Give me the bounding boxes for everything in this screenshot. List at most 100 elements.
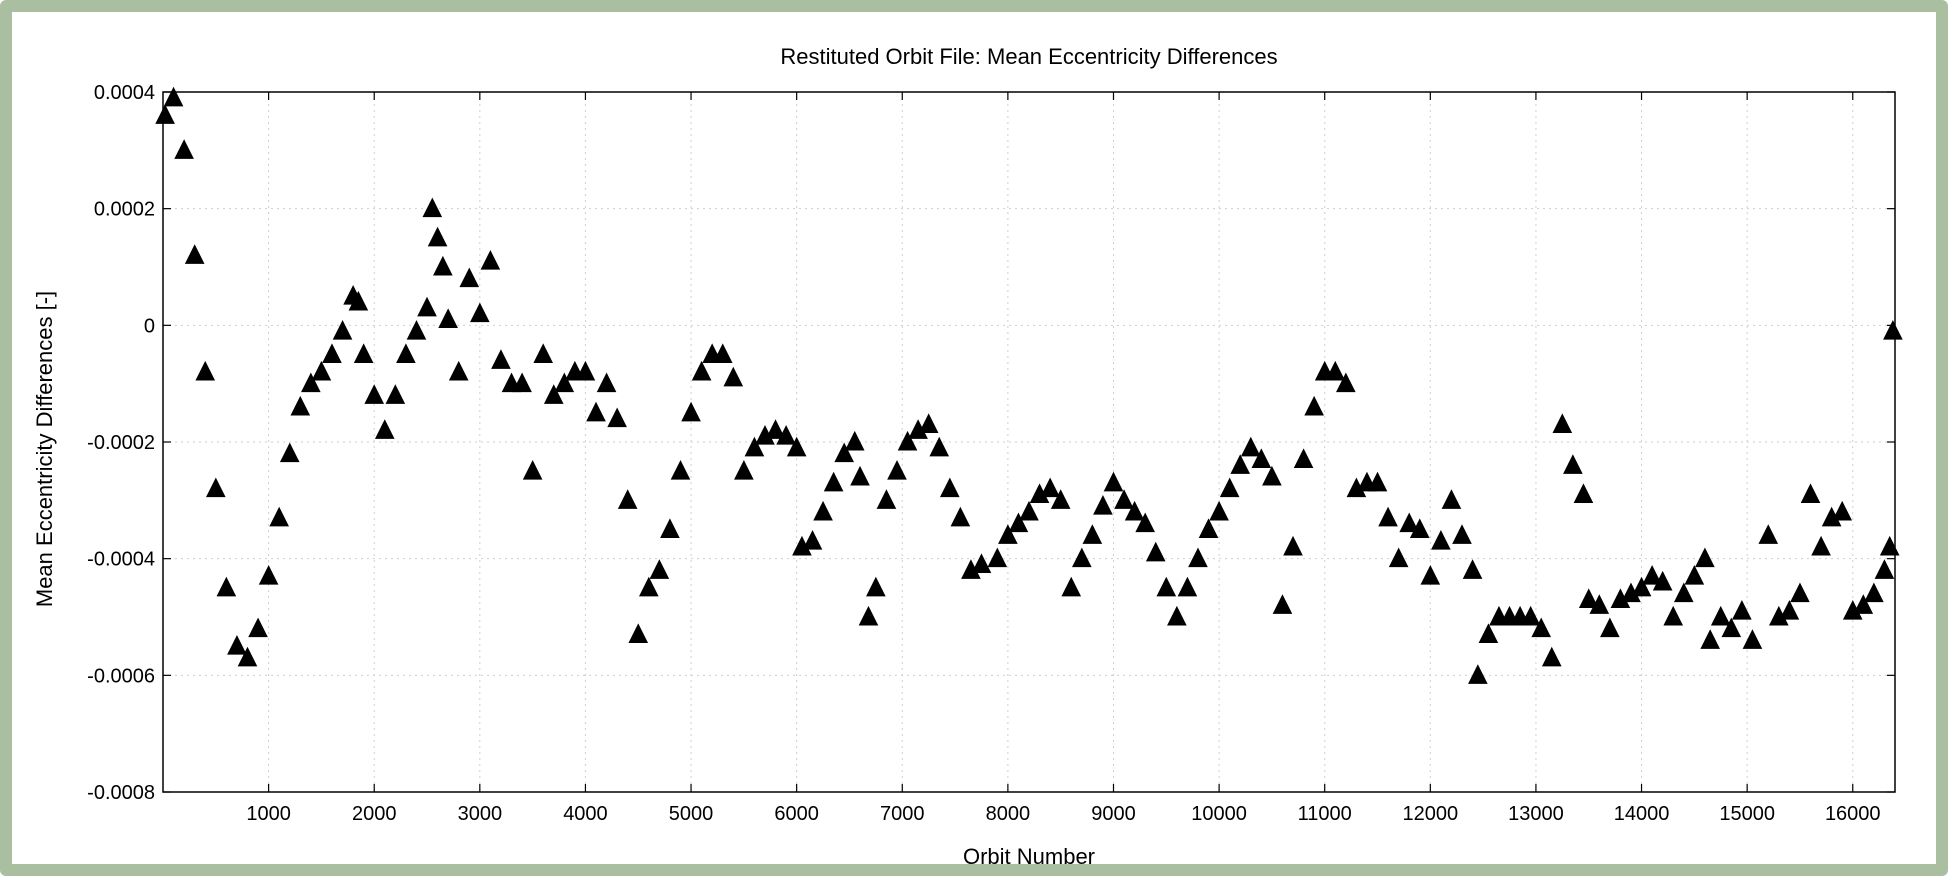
- data-point: [1082, 524, 1103, 544]
- data-point: [1219, 477, 1240, 498]
- data-point: [617, 489, 638, 509]
- data-point: [1700, 629, 1720, 649]
- data-point: [1779, 600, 1800, 620]
- x-tick-label: 13000: [1508, 803, 1564, 825]
- data-point: [406, 320, 427, 340]
- data-point: [607, 407, 627, 428]
- data-point: [1864, 582, 1884, 603]
- data-point: [1589, 594, 1610, 614]
- x-tick-label: 2000: [352, 803, 397, 825]
- data-point: [353, 343, 374, 363]
- data-point: [1832, 500, 1853, 521]
- data-point: [163, 86, 184, 107]
- data-point: [971, 553, 992, 573]
- data-point: [866, 576, 886, 597]
- data-point: [1758, 524, 1779, 544]
- data-point: [1409, 518, 1430, 538]
- data-point: [216, 576, 237, 597]
- x-tick-label: 5000: [669, 803, 714, 825]
- data-point: [1520, 605, 1541, 626]
- data-point: [1304, 395, 1324, 416]
- data-point: [776, 425, 796, 445]
- data-point: [723, 366, 744, 387]
- data-point: [786, 436, 807, 457]
- data-point: [1853, 594, 1874, 614]
- data-point: [681, 401, 701, 422]
- data-point: [1325, 360, 1346, 381]
- data-point: [1468, 664, 1488, 684]
- data-point: [691, 360, 712, 381]
- data-point: [1135, 512, 1155, 533]
- y-tick-label: -0.0004: [87, 549, 155, 571]
- data-point: [1879, 535, 1900, 556]
- x-axis-label: Orbit Number: [963, 844, 1095, 869]
- data-point: [1167, 605, 1187, 626]
- data-point: [1600, 617, 1620, 638]
- data-point: [1093, 495, 1113, 515]
- x-tick-label: 1000: [246, 803, 291, 825]
- data-point: [1652, 570, 1673, 591]
- data-point: [596, 372, 617, 393]
- x-tick-label: 11000: [1298, 803, 1352, 825]
- y-tick-label: -0.0006: [87, 665, 155, 687]
- data-point: [470, 302, 490, 323]
- data-point: [195, 360, 216, 381]
- data-point: [858, 605, 879, 626]
- data-point: [459, 267, 480, 288]
- data-point: [1541, 646, 1562, 667]
- data-point: [850, 465, 870, 486]
- data-point: [823, 471, 844, 492]
- data-point: [1388, 547, 1409, 568]
- data-point: [322, 343, 342, 363]
- data-point: [1452, 524, 1472, 544]
- data-point: [813, 500, 833, 521]
- y-axis-label: Mean Eccentricity Differences [-]: [32, 291, 57, 607]
- grid: [163, 91, 1895, 793]
- data-point: [802, 530, 823, 550]
- data-point: [1742, 629, 1763, 649]
- data-point: [876, 489, 897, 509]
- data-point: [1578, 588, 1599, 608]
- data-point: [174, 139, 194, 159]
- data-point: [1156, 576, 1177, 597]
- x-tick-label: 4000: [563, 803, 608, 825]
- data-point: [155, 104, 175, 124]
- data-point: [1071, 547, 1092, 568]
- data-point: [1732, 600, 1752, 620]
- data-point: [998, 524, 1018, 544]
- data-point: [438, 308, 458, 328]
- data-point: [834, 442, 854, 463]
- data-point: [348, 290, 369, 311]
- data-point: [1230, 454, 1251, 474]
- data-point: [1441, 489, 1462, 509]
- data-point: [1531, 617, 1552, 638]
- data-point: [1695, 547, 1715, 568]
- data-point: [1251, 448, 1272, 468]
- data-point: [765, 419, 786, 439]
- data-point: [844, 430, 865, 451]
- data-point: [1790, 582, 1810, 603]
- data-point: [427, 226, 448, 247]
- x-tick-label: 10000: [1191, 803, 1247, 825]
- data-point: [1883, 320, 1903, 340]
- data-point: [744, 436, 765, 457]
- data-point: [1684, 565, 1705, 585]
- data-point: [987, 547, 1008, 568]
- data-point: [1177, 576, 1198, 597]
- data-point: [734, 460, 754, 480]
- data-point: [227, 635, 247, 655]
- data-point: [887, 460, 907, 480]
- data-point: [1367, 471, 1388, 492]
- data-point: [1283, 535, 1303, 556]
- data-point: [279, 442, 300, 463]
- data-point: [1103, 471, 1124, 492]
- data-point: [248, 617, 268, 638]
- data-point: [1874, 559, 1895, 579]
- data-point: [1040, 477, 1060, 498]
- data-point: [1019, 500, 1039, 521]
- chart-title: Restituted Orbit File: Mean Eccentricity…: [780, 44, 1277, 69]
- x-tick-label: 12000: [1403, 803, 1459, 825]
- data-point: [448, 360, 469, 381]
- data-point: [332, 320, 353, 340]
